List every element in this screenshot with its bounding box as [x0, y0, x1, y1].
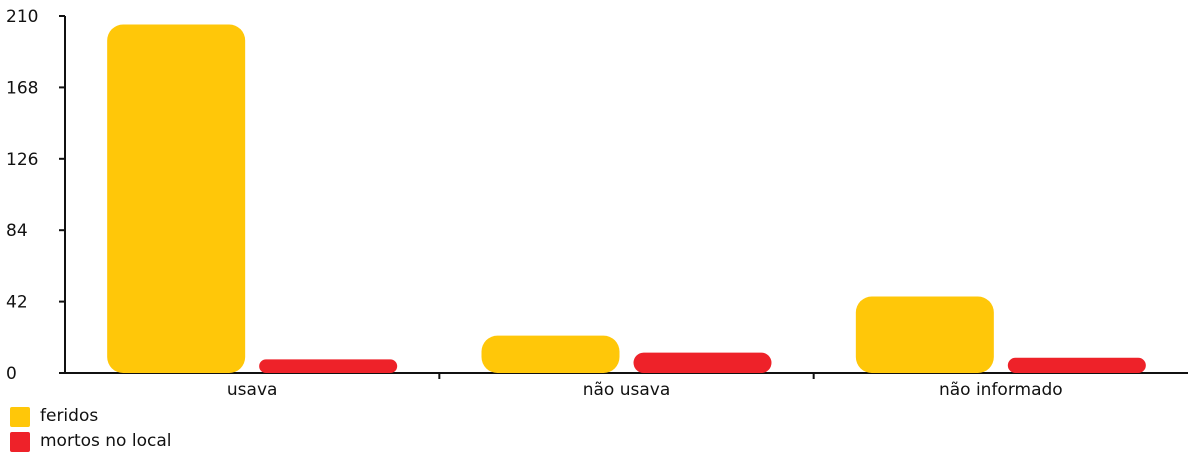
legend-item-mortos-no-local: mortos no local [10, 429, 171, 454]
x-axis: usava não usava não informado [65, 372, 1188, 400]
y-tick-label: 42 [6, 293, 28, 313]
legend: feridos mortos no local [10, 404, 171, 454]
bar-mortos-no-local-0 [259, 359, 398, 373]
bar-mortos-no-local-2 [1007, 357, 1146, 373]
y-tick-label: 210 [6, 7, 38, 27]
y-tick-label: 126 [6, 150, 38, 170]
bar-feridos-1 [481, 335, 620, 373]
bar-feridos-2 [855, 296, 994, 373]
bar-chart: 0 42 84 126 168 210 usava não usava não informa… [6, 7, 1188, 400]
legend-label-mortos-no-local: mortos no local [40, 431, 172, 451]
x-tick-label: não usava [583, 380, 671, 400]
y-tick-label: 0 [6, 364, 17, 384]
y-tick-label: 84 [6, 221, 28, 241]
bar-mortos-no-local-1 [633, 352, 772, 373]
bar-feridos-0 [107, 24, 246, 373]
legend-swatch-mortos-no-local [10, 431, 30, 452]
legend-swatch-feridos [10, 406, 30, 427]
x-tick-label: não informado [939, 380, 1063, 400]
y-axis: 0 42 84 126 168 210 [6, 7, 66, 384]
legend-label-feridos: feridos [40, 406, 99, 426]
x-tick-label: usava [227, 380, 278, 400]
legend-item-feridos: feridos [10, 404, 171, 429]
bars [107, 24, 1146, 373]
y-tick-label: 168 [6, 78, 38, 98]
